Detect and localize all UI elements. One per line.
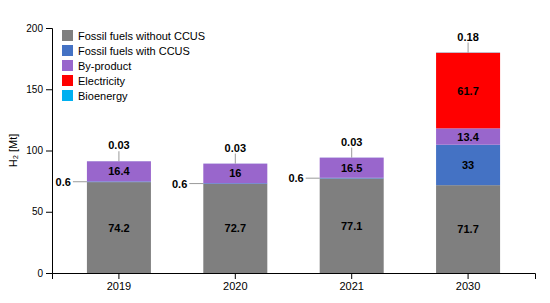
bar — [320, 158, 384, 178]
tick-label: 100 — [26, 145, 43, 156]
x-tick: 2030 — [456, 273, 480, 292]
data-label: 0.03 — [225, 142, 246, 154]
y-tick: 150 — [26, 84, 52, 95]
leader-line — [306, 178, 320, 179]
data-labels: 74.2 72.7 77.1 71.7 0.6 0.6 0.6 33 16.4 16 16.5 13.… — [56, 31, 480, 236]
tick-mark — [46, 273, 52, 274]
y-axis: 0 50 100 150 200 — [26, 23, 52, 279]
legend-item: Fossil fuels without CCUS — [62, 30, 205, 42]
series — [87, 128, 500, 183]
data-label: 74.2 — [108, 222, 129, 234]
data-label: 16.4 — [108, 165, 130, 177]
bar — [436, 145, 500, 185]
series — [436, 53, 500, 129]
axis-line — [46, 29, 53, 274]
tick-mark — [468, 273, 469, 279]
series — [87, 53, 500, 164]
data-label: 0.6 — [288, 172, 303, 184]
leader-line — [73, 181, 87, 182]
legend-label: Electricity — [78, 75, 126, 87]
bar — [436, 128, 500, 144]
bar — [320, 179, 384, 273]
data-label: 0.6 — [172, 178, 187, 190]
tick-label: 2021 — [339, 280, 363, 292]
tick-mark — [235, 273, 236, 279]
bar — [436, 53, 500, 129]
bar — [203, 164, 267, 184]
bar — [203, 184, 267, 273]
legend-item: By-product — [62, 60, 131, 72]
data-label: 0.03 — [108, 139, 129, 151]
chart: 0501001502002019202020212030H₂ [Mt]74.27… — [0, 0, 550, 303]
leader-line — [468, 43, 469, 53]
x-axis: 2019 2020 2021 2030 — [53, 273, 536, 292]
tick-mark — [118, 273, 119, 279]
bars — [87, 53, 500, 273]
x-tick: 2021 — [339, 273, 363, 292]
data-label: 16.5 — [341, 162, 362, 174]
bar — [87, 161, 151, 181]
x-tick: 2020 — [223, 273, 247, 292]
tick-label: 2020 — [223, 280, 247, 292]
tick-label: 0 — [37, 268, 43, 279]
tick-mark — [46, 28, 52, 29]
data-label: 0.18 — [457, 31, 478, 43]
legend-swatch — [62, 60, 73, 71]
legend-label: By-product — [78, 60, 131, 72]
legend-item: Fossil fuels with CCUS — [62, 45, 190, 57]
legend-item: Electricity — [62, 75, 126, 87]
y-tick: 0 — [37, 268, 52, 279]
leader-line — [235, 154, 236, 164]
tick-mark — [351, 273, 352, 279]
data-label: 71.7 — [457, 223, 478, 235]
data-label: 77.1 — [341, 220, 362, 232]
tick-label: 2030 — [456, 280, 480, 292]
leader-line — [351, 148, 352, 158]
data-label: 16 — [229, 167, 241, 179]
series — [87, 179, 500, 273]
axis-title: H₂ [Mt] — [7, 134, 19, 168]
data-label: 0.03 — [341, 136, 362, 148]
legend-item: Bioenergy — [62, 90, 128, 102]
legend-swatch — [62, 90, 73, 101]
axis-line — [53, 274, 536, 280]
data-label: 33 — [462, 159, 474, 171]
legend: Fossil fuels without CCUS Fossil fuels wi… — [62, 30, 205, 102]
tick-label: 150 — [26, 84, 43, 95]
tick-label: 50 — [32, 206, 44, 217]
tick-label: 2019 — [107, 280, 131, 292]
legend-label: Bioenergy — [78, 90, 128, 102]
data-label: 72.7 — [225, 222, 246, 234]
bar — [87, 182, 151, 273]
x-tick: 2019 — [107, 273, 131, 292]
data-label: 0.6 — [56, 176, 71, 188]
data-label: 13.4 — [457, 131, 479, 143]
bar — [436, 185, 500, 273]
data-label: 61.7 — [457, 85, 478, 97]
legend-swatch — [62, 30, 73, 41]
leader-line — [189, 183, 203, 184]
tick-mark — [46, 151, 52, 152]
series — [87, 145, 500, 185]
leader-line — [118, 151, 119, 161]
tick-mark — [46, 89, 52, 90]
legend-swatch — [62, 45, 73, 56]
legend-swatch — [62, 75, 73, 86]
tick-label: 200 — [26, 23, 43, 34]
tick-mark — [46, 212, 52, 213]
y-tick: 200 — [26, 23, 52, 34]
y-tick: 100 — [26, 145, 52, 156]
legend-label: Fossil fuels with CCUS — [78, 45, 190, 57]
y-tick: 50 — [32, 206, 52, 217]
legend-label: Fossil fuels without CCUS — [78, 30, 205, 42]
